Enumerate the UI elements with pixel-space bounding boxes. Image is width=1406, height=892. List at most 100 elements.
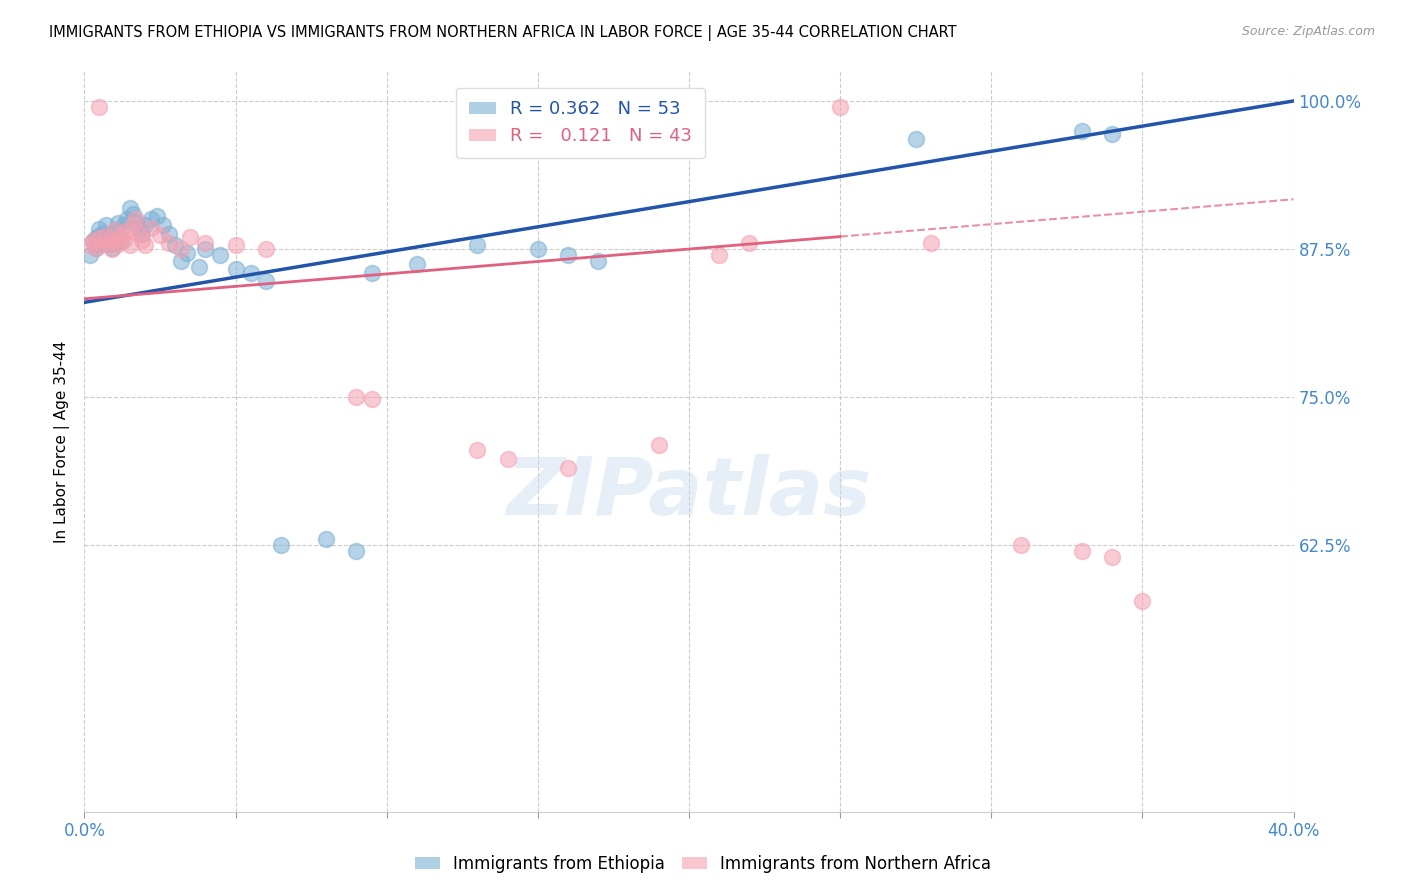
Point <box>830 100 852 114</box>
Point <box>104 236 127 251</box>
Point <box>118 238 141 252</box>
Point <box>254 274 277 288</box>
Point <box>100 231 122 245</box>
Point <box>239 266 262 280</box>
Point <box>527 242 550 256</box>
Point <box>131 227 153 241</box>
Point <box>1071 123 1094 137</box>
Point <box>125 215 148 229</box>
Point <box>89 229 111 244</box>
Point <box>170 242 193 256</box>
Point <box>139 220 162 235</box>
Point <box>115 224 138 238</box>
Point <box>557 248 579 262</box>
Point <box>134 238 156 252</box>
Point <box>209 248 232 262</box>
Point <box>91 227 114 241</box>
Point <box>346 544 368 558</box>
Point <box>112 233 135 247</box>
Point <box>86 231 108 245</box>
Text: IMMIGRANTS FROM ETHIOPIA VS IMMIGRANTS FROM NORTHERN AFRICA IN LABOR FORCE | AGE: IMMIGRANTS FROM ETHIOPIA VS IMMIGRANTS F… <box>49 25 957 41</box>
Point <box>94 219 117 233</box>
Point <box>315 533 337 547</box>
Point <box>588 253 610 268</box>
Point <box>121 219 143 233</box>
Point <box>920 236 942 251</box>
Point <box>648 437 671 451</box>
Point <box>149 227 172 242</box>
Point <box>139 212 162 227</box>
Point <box>128 222 150 236</box>
Point <box>146 209 169 223</box>
Point <box>121 206 143 220</box>
Point <box>89 222 111 236</box>
Point <box>165 238 187 252</box>
Point <box>557 461 579 475</box>
Point <box>86 241 108 255</box>
Point <box>179 230 201 244</box>
Point <box>134 219 156 233</box>
Point <box>97 227 120 242</box>
Point <box>225 262 247 277</box>
Point <box>100 242 122 256</box>
Point <box>100 241 122 255</box>
Point <box>104 223 127 237</box>
Point <box>467 443 489 458</box>
Point <box>157 236 180 251</box>
Point <box>360 266 382 280</box>
Point <box>152 219 174 233</box>
Point <box>82 234 104 248</box>
Point <box>125 212 148 227</box>
Point <box>360 392 382 407</box>
Point <box>79 238 101 252</box>
Point <box>157 227 180 241</box>
Point <box>467 238 489 252</box>
Point <box>97 237 120 252</box>
Point <box>738 236 761 251</box>
Point <box>110 227 132 242</box>
Point <box>104 233 127 247</box>
Point <box>346 390 368 404</box>
Point <box>86 241 108 255</box>
Point <box>115 212 138 227</box>
Point <box>79 248 101 262</box>
Point <box>112 219 135 233</box>
Point <box>97 236 120 251</box>
Point <box>176 245 198 260</box>
Point <box>188 260 211 274</box>
Point <box>1101 127 1123 141</box>
Text: Source: ZipAtlas.com: Source: ZipAtlas.com <box>1241 25 1375 38</box>
Point <box>107 237 129 252</box>
Point <box>128 227 150 241</box>
Point <box>1101 549 1123 564</box>
Point <box>406 257 429 271</box>
Point <box>1011 538 1033 552</box>
Point <box>94 233 117 247</box>
Point <box>194 242 217 256</box>
Point <box>270 538 292 552</box>
Point <box>904 132 927 146</box>
Text: ZIPatlas: ZIPatlas <box>506 454 872 533</box>
Point <box>1130 594 1153 608</box>
Point <box>709 248 731 262</box>
Point <box>89 100 111 114</box>
Point <box>91 237 114 252</box>
Y-axis label: In Labor Force | Age 35-44: In Labor Force | Age 35-44 <box>55 341 70 542</box>
Legend: R = 0.362   N = 53, R =   0.121   N = 43: R = 0.362 N = 53, R = 0.121 N = 43 <box>456 87 704 158</box>
Point <box>254 242 277 256</box>
Point <box>194 236 217 251</box>
Point <box>89 231 111 245</box>
Point <box>170 253 193 268</box>
Point <box>94 229 117 244</box>
Point <box>104 223 127 237</box>
Point <box>225 238 247 252</box>
Legend: Immigrants from Ethiopia, Immigrants from Northern Africa: Immigrants from Ethiopia, Immigrants fro… <box>408 848 998 880</box>
Point <box>118 201 141 215</box>
Point <box>496 451 519 466</box>
Point <box>1071 544 1094 558</box>
Point <box>107 230 129 244</box>
Point <box>82 234 104 248</box>
Point <box>110 234 132 248</box>
Point <box>91 236 114 251</box>
Point <box>107 216 129 230</box>
